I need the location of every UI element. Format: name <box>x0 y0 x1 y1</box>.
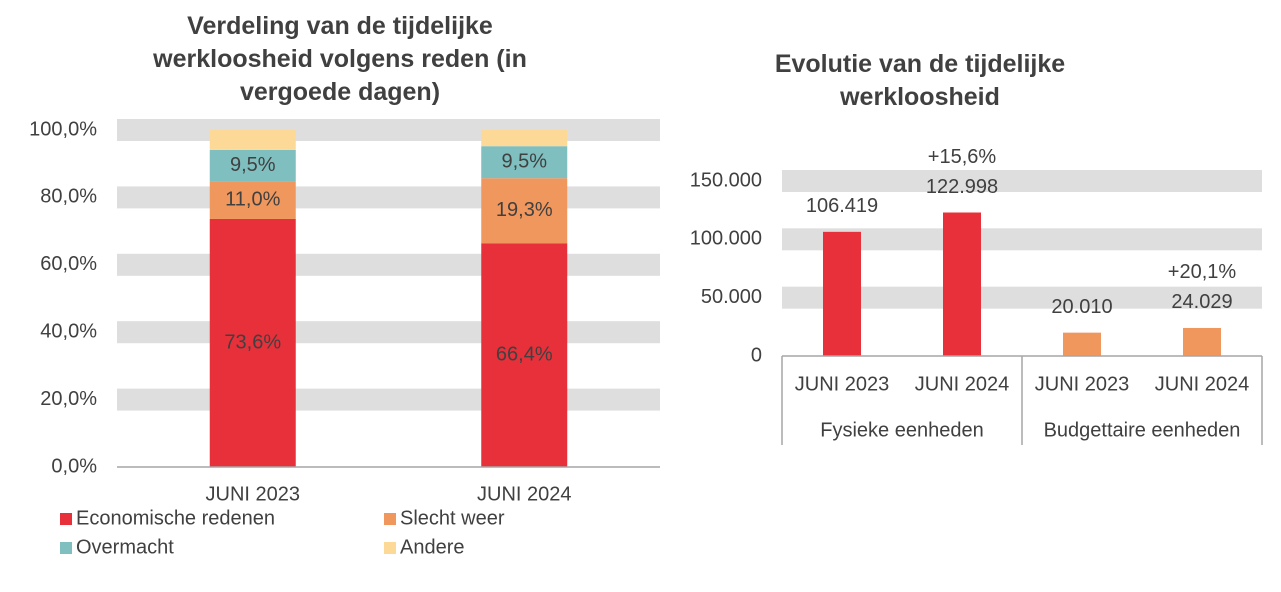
value-label: 11,0% <box>225 189 280 211</box>
legend-swatch <box>384 513 396 525</box>
x-tick-label: JUNI 2024 <box>1155 373 1250 395</box>
legend-label: Economische redenen <box>76 507 275 529</box>
grid-band <box>117 119 660 141</box>
bar-segment <box>209 181 296 219</box>
bar <box>823 231 861 356</box>
bar-segment <box>209 149 296 182</box>
value-label: 9,5% <box>501 150 547 172</box>
value-label: 66,4% <box>496 343 553 365</box>
x-tick-label: JUNI 2024 <box>477 483 572 505</box>
y-tick-label: 150.000 <box>690 169 762 191</box>
x-tick-label: JUNI 2023 <box>206 483 301 505</box>
value-label: 73,6% <box>224 331 281 353</box>
change-label: +15,6% <box>928 146 997 168</box>
value-label: 106.419 <box>806 195 878 217</box>
y-tick-label: 80,0% <box>40 186 97 208</box>
value-label: 24.029 <box>1171 291 1232 313</box>
value-label: 9,5% <box>230 154 276 176</box>
legend-swatch <box>384 542 396 554</box>
value-label: 19,3% <box>496 199 553 221</box>
bar-segment <box>209 130 296 150</box>
y-tick-label: 50.000 <box>701 286 762 308</box>
grid-band <box>117 186 660 209</box>
bar-segment <box>481 178 568 244</box>
value-label: 122.998 <box>926 176 998 198</box>
legend-label: Andere <box>400 536 465 558</box>
group-label: Fysieke eenheden <box>820 419 983 441</box>
bar <box>943 212 981 356</box>
legend-label: Slecht weer <box>400 507 505 529</box>
x-tick-label: JUNI 2024 <box>915 373 1010 395</box>
legend-label: Overmacht <box>76 536 174 558</box>
legend-swatch <box>60 513 72 525</box>
change-label: +20,1% <box>1168 261 1237 283</box>
bar-segment <box>481 146 568 179</box>
grid-band <box>782 228 1262 251</box>
grid-band <box>117 321 660 344</box>
y-tick-label: 20,0% <box>40 388 97 410</box>
grid-band <box>782 286 1262 309</box>
bar <box>1183 327 1221 356</box>
chart-title: Evolutie van de tijdelijke werkloosheid <box>774 50 1066 111</box>
bar-segment <box>481 130 568 147</box>
x-tick-label: JUNI 2023 <box>1035 373 1130 395</box>
y-tick-label: 40,0% <box>40 320 97 342</box>
y-tick-label: 0,0% <box>51 455 97 477</box>
y-tick-label: 0 <box>751 344 762 366</box>
grid-band <box>117 388 660 411</box>
grid-band <box>782 170 1262 192</box>
bar-segment <box>481 243 568 467</box>
bar <box>1063 332 1101 356</box>
y-tick-label: 100.000 <box>690 228 762 250</box>
x-tick-label: JUNI 2023 <box>795 373 890 395</box>
grid-band <box>117 253 660 276</box>
group-label: Budgettaire eenheden <box>1044 419 1241 441</box>
bar-segment <box>209 218 296 467</box>
y-tick-label: 100,0% <box>29 118 97 140</box>
value-label: 20.010 <box>1051 296 1112 318</box>
legend-swatch <box>60 542 72 554</box>
chart-title: Verdeling van de tijdelijke werkloosheid… <box>153 12 527 106</box>
y-tick-label: 60,0% <box>40 253 97 275</box>
